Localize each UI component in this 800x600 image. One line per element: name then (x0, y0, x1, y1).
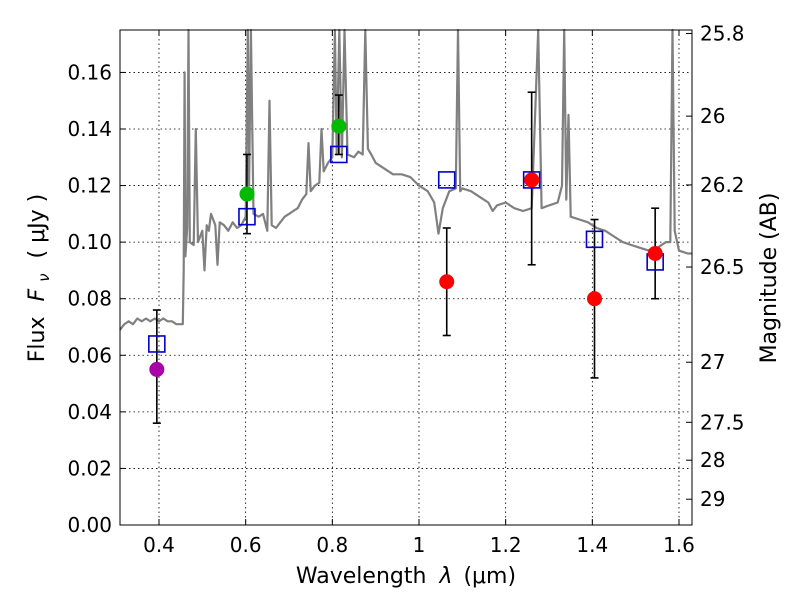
model-spectrum-line (119, 28, 692, 331)
y-tick-label-2: 0.04 (67, 400, 112, 424)
x-axis-label: Wavelength λ (μm) (296, 564, 516, 589)
model-point-4 (522, 171, 541, 189)
mag-tick-label-3: 26.5 (700, 255, 745, 279)
y-axis-label-unit: ( μJy ) (25, 194, 50, 259)
x-tick-label-4: 1.2 (490, 533, 522, 557)
observed-point-4 (524, 172, 540, 188)
y-tick-label-8: 0.16 (67, 60, 112, 84)
mag-tick-label-0: 25.8 (700, 21, 745, 45)
x-tick-label-6: 1.6 (663, 533, 695, 557)
observed-point-6 (647, 245, 663, 261)
markers (148, 118, 664, 377)
magnitude-axis-ticks: 25.8 26 26.2 26.5 27 27.5 28 29 (686, 21, 745, 511)
observed-point-3 (439, 274, 455, 290)
observed-point-2 (331, 118, 347, 134)
mag-tick-label-4: 27 (700, 350, 725, 374)
mag-tick-label-1: 26 (700, 104, 725, 128)
y-axis-label: Flux F ν ( μJy ) (25, 194, 55, 362)
right-axis-label: Magnitude (AB) (757, 193, 782, 364)
x-tick-label-1: 0.6 (230, 533, 262, 557)
grid (120, 30, 692, 526)
y-tick-label-0: 0.00 (67, 513, 112, 537)
model-point-2 (330, 145, 348, 164)
model-spectrum-layer (119, 28, 692, 331)
mag-tick-label-5: 27.5 (700, 410, 745, 434)
x-tick-label-0: 0.4 (143, 533, 175, 557)
model-point-1 (238, 207, 256, 226)
mag-tick-label-2: 26.2 (700, 173, 745, 197)
observed-point-1 (239, 186, 255, 202)
x-axis-label-unit: (μm) (463, 564, 516, 589)
x-tick-label-3: 1 (413, 533, 426, 557)
y-axis-label-prefix: Flux (25, 316, 50, 362)
y-tick-label-4: 0.08 (67, 287, 112, 311)
x-axis-label-prefix: Wavelength (296, 564, 427, 589)
y-axis-label-symbol: F (25, 288, 50, 301)
y-tick-label-3: 0.06 (67, 343, 112, 367)
x-axis-ticks: 0.4 0.6 0.8 1 1.2 1.4 1.6 (143, 30, 695, 557)
model-point-3 (437, 171, 456, 189)
observed-point-0 (149, 361, 165, 377)
error-bars (152, 91, 660, 424)
y-tick-label-6: 0.12 (67, 174, 112, 198)
y-tick-label-5: 0.10 (67, 230, 112, 254)
y-axis-ticks: 0.00 0.02 0.04 0.06 0.08 0.10 0.12 0.14 0.16 (67, 60, 126, 537)
observed-point-5 (587, 291, 602, 307)
model-point-0 (148, 335, 166, 353)
mag-tick-label-6: 28 (700, 448, 725, 472)
x-tick-label-2: 0.8 (316, 533, 348, 557)
y-tick-label-1: 0.02 (67, 456, 112, 480)
x-axis-label-symbol: λ (438, 564, 452, 589)
model-point-5 (585, 230, 604, 249)
y-axis-label-sub: ν (35, 273, 53, 281)
x-tick-label-5: 1.4 (576, 533, 608, 557)
y-tick-label-7: 0.14 (67, 117, 112, 141)
plot-frame (119, 29, 693, 526)
mag-tick-label-7: 29 (700, 487, 725, 511)
